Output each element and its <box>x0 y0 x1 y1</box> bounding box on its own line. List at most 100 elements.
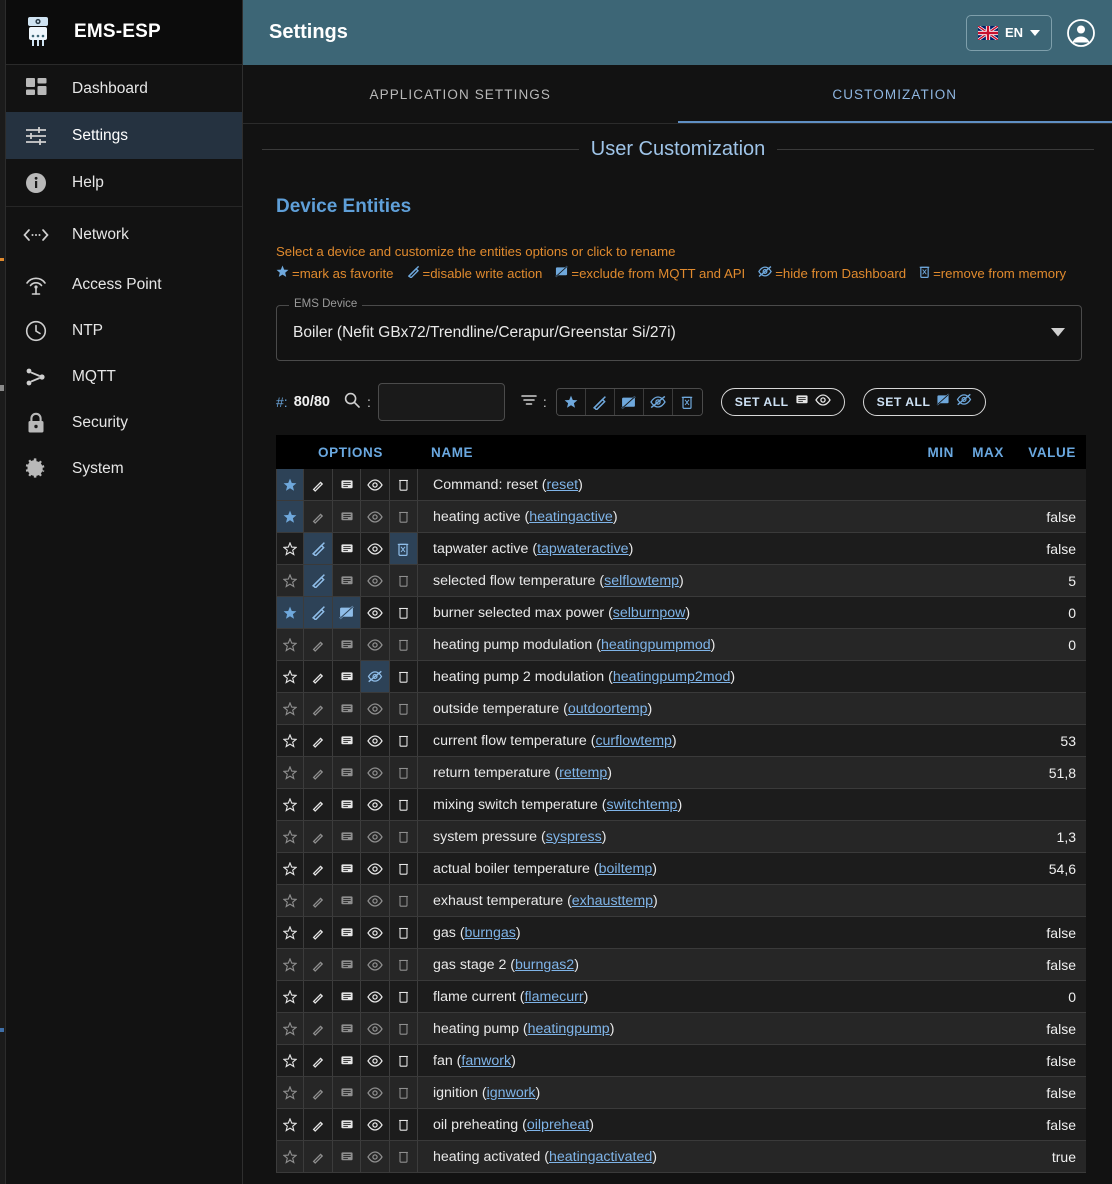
row-name[interactable]: return temperature (rettemp) <box>418 757 894 788</box>
option-mqtt-excluded[interactable] <box>333 1141 362 1172</box>
option-mqtt-excluded[interactable] <box>333 661 362 692</box>
entity-uid[interactable]: burngas <box>464 924 516 941</box>
option-remove-memory[interactable] <box>390 469 418 500</box>
option-remove-memory[interactable] <box>390 821 418 852</box>
table-row[interactable]: heating activated (heatingactivated) true <box>276 1141 1086 1173</box>
option-mqtt-excluded[interactable] <box>333 565 362 596</box>
option-favorite[interactable] <box>276 693 305 724</box>
option-mqtt-excluded[interactable] <box>333 757 362 788</box>
filter-toggle-write-disabled[interactable] <box>585 389 615 415</box>
option-favorite[interactable] <box>276 821 305 852</box>
option-mqtt-excluded[interactable] <box>333 501 362 532</box>
option-favorite[interactable] <box>276 1045 305 1076</box>
option-write-disabled[interactable] <box>304 757 333 788</box>
option-hide-dashboard[interactable] <box>361 949 390 980</box>
option-write-disabled[interactable] <box>304 981 333 1012</box>
table-row[interactable]: return temperature (rettemp) 51,8 <box>276 757 1086 789</box>
option-favorite[interactable] <box>276 1013 305 1044</box>
option-hide-dashboard[interactable] <box>361 757 390 788</box>
entity-uid[interactable]: heatingpumpmod <box>601 636 711 653</box>
table-row[interactable]: heating pump modulation (heatingpumpmod)… <box>276 629 1086 661</box>
table-row[interactable]: Command: reset (reset) <box>276 469 1086 501</box>
option-hide-dashboard[interactable] <box>361 917 390 948</box>
option-hide-dashboard[interactable] <box>361 1045 390 1076</box>
option-write-disabled[interactable] <box>304 725 333 756</box>
brand-header[interactable]: EMS-ESP <box>0 0 242 65</box>
option-write-disabled[interactable] <box>304 1077 333 1108</box>
option-remove-memory[interactable] <box>390 693 418 724</box>
row-name[interactable]: selected flow temperature (selflowtemp) <box>418 565 894 596</box>
option-hide-dashboard[interactable] <box>361 885 390 916</box>
option-write-disabled[interactable] <box>304 597 333 628</box>
option-hide-dashboard[interactable] <box>361 1141 390 1172</box>
ems-device-select[interactable]: EMS Device Boiler (Nefit GBx72/Trendline… <box>276 298 1082 361</box>
option-write-disabled[interactable] <box>304 1141 333 1172</box>
option-remove-memory[interactable] <box>390 501 418 532</box>
set-all-show-button[interactable]: SET ALL <box>720 388 845 416</box>
set-all-hide-button[interactable]: SET ALL <box>862 388 987 416</box>
table-row[interactable]: mixing switch temperature (switchtemp) <box>276 789 1086 821</box>
sidebar-item-settings[interactable]: Settings <box>0 112 242 159</box>
filter-toggle-remove[interactable] <box>672 389 702 415</box>
option-remove-memory[interactable] <box>390 661 418 692</box>
entity-uid[interactable]: switchtemp <box>606 796 678 813</box>
option-remove-memory[interactable] <box>390 949 418 980</box>
row-name[interactable]: flame current (flamecurr) <box>418 981 894 1012</box>
option-mqtt-excluded[interactable] <box>333 789 362 820</box>
entity-uid[interactable]: flamecurr <box>524 988 584 1005</box>
table-row[interactable]: outside temperature (outdoortemp) <box>276 693 1086 725</box>
option-mqtt-excluded[interactable] <box>333 533 362 564</box>
entity-uid[interactable]: selflowtemp <box>604 572 680 589</box>
table-row[interactable]: gas (burngas) false <box>276 917 1086 949</box>
option-write-disabled[interactable] <box>304 629 333 660</box>
option-write-disabled[interactable] <box>304 949 333 980</box>
option-remove-memory[interactable] <box>390 629 418 660</box>
entity-uid[interactable]: reset <box>546 476 579 493</box>
table-row[interactable]: flame current (flamecurr) 0 <box>276 981 1086 1013</box>
option-hide-dashboard[interactable] <box>361 853 390 884</box>
option-hide-dashboard[interactable] <box>361 1013 390 1044</box>
option-remove-memory[interactable] <box>390 853 418 884</box>
sidebar-item-ntp[interactable]: NTP <box>0 308 242 354</box>
row-name[interactable]: tapwater active (tapwateractive) <box>418 533 894 564</box>
row-name[interactable]: system pressure (syspress) <box>418 821 894 852</box>
entity-uid[interactable]: oilpreheat <box>526 1116 590 1133</box>
option-hide-dashboard[interactable] <box>361 469 390 500</box>
option-mqtt-excluded[interactable] <box>333 949 362 980</box>
table-row[interactable]: ignition (ignwork) false <box>276 1077 1086 1109</box>
option-hide-dashboard[interactable] <box>361 789 390 820</box>
entity-uid[interactable]: ignwork <box>486 1084 536 1101</box>
entity-uid[interactable]: burngas2 <box>515 956 575 973</box>
option-favorite[interactable] <box>276 853 305 884</box>
row-name[interactable]: current flow temperature (curflowtemp) <box>418 725 894 756</box>
option-write-disabled[interactable] <box>304 1045 333 1076</box>
option-remove-memory[interactable] <box>390 1045 418 1076</box>
table-row[interactable]: burner selected max power (selburnpow) 0 <box>276 597 1086 629</box>
option-write-disabled[interactable] <box>304 469 333 500</box>
row-name[interactable]: oil preheating (oilpreheat) <box>418 1109 894 1140</box>
row-name[interactable]: heating pump modulation (heatingpumpmod) <box>418 629 894 660</box>
account-circle-icon[interactable] <box>1064 16 1098 50</box>
chevron-down-icon[interactable] <box>1051 324 1065 342</box>
option-favorite[interactable] <box>276 1141 305 1172</box>
option-mqtt-excluded[interactable] <box>333 1045 362 1076</box>
sidebar-item-network[interactable]: Network <box>0 207 242 262</box>
option-mqtt-excluded[interactable] <box>333 885 362 916</box>
option-hide-dashboard[interactable] <box>361 981 390 1012</box>
table-row[interactable]: fan (fanwork) false <box>276 1045 1086 1077</box>
option-remove-memory[interactable] <box>390 725 418 756</box>
entity-uid[interactable]: heatingpump <box>527 1020 610 1037</box>
option-write-disabled[interactable] <box>304 693 333 724</box>
option-mqtt-excluded[interactable] <box>333 1077 362 1108</box>
table-row[interactable]: selected flow temperature (selflowtemp) 5 <box>276 565 1086 597</box>
row-name[interactable]: heating pump 2 modulation (heatingpump2m… <box>418 661 894 692</box>
option-hide-dashboard[interactable] <box>361 1077 390 1108</box>
option-mqtt-excluded[interactable] <box>333 981 362 1012</box>
option-mqtt-excluded[interactable] <box>333 469 362 500</box>
table-row[interactable]: exhaust temperature (exhausttemp) <box>276 885 1086 917</box>
option-write-disabled[interactable] <box>304 917 333 948</box>
entity-uid[interactable]: heatingpump2mod <box>612 668 731 685</box>
option-favorite[interactable] <box>276 1077 305 1108</box>
entity-uid[interactable]: heatingactive <box>529 508 613 525</box>
option-mqtt-excluded[interactable] <box>333 821 362 852</box>
